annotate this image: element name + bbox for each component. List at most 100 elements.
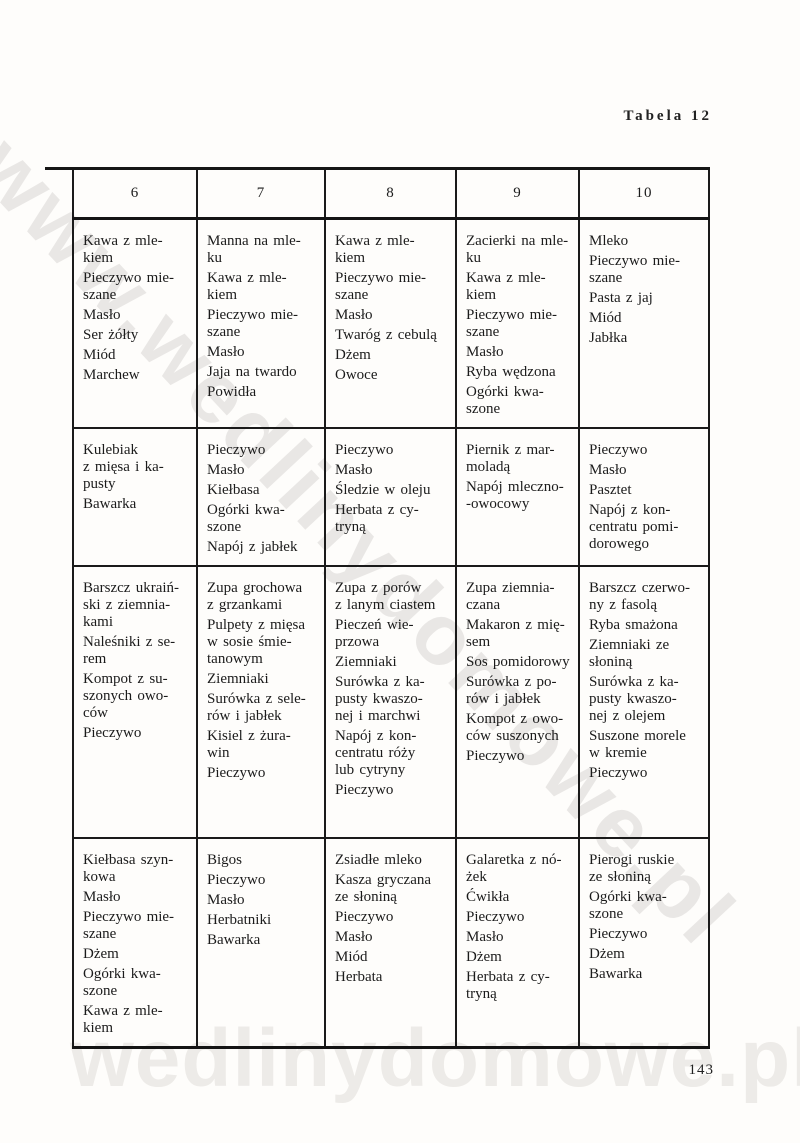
menu-item: Kiełbasa szyn- kowa bbox=[83, 852, 174, 885]
table-cell: Zupa grochowa z grzankami Pulpety z mięsa… bbox=[196, 565, 325, 838]
table-cell: Zupa z porów z lanym ciastem Pieczeń wie-… bbox=[324, 565, 456, 838]
menu-item: Jabłka bbox=[589, 330, 628, 346]
table-row: Kiełbasa szyn- kowa Masło Pieczywo mie- sz… bbox=[73, 837, 709, 1048]
menu-item: Herbatniki bbox=[207, 912, 272, 928]
table-cell: Pieczywo Masło Kiełbasa Ogórki kwa- szone Na… bbox=[196, 427, 325, 566]
menu-item: Napój z kon- centratu pomi- dorowego bbox=[589, 502, 679, 552]
menu-item: Masło bbox=[335, 307, 373, 323]
menu-item: Ogórki kwa- szone bbox=[83, 966, 161, 999]
menu-item: Zupa z porów z lanym ciastem bbox=[335, 580, 436, 613]
menu-item: Barszcz czerwo- ny z fasolą bbox=[589, 580, 691, 613]
menu-item: Herbata z cy- tryną bbox=[335, 502, 419, 535]
menu-item: Kisiel z żura- win bbox=[207, 728, 291, 761]
menu-item: Twaróg z cebulą bbox=[335, 327, 437, 343]
menu-item: Masło bbox=[589, 462, 627, 478]
menu-item: Pieczywo mie- szane bbox=[589, 253, 681, 286]
menu-item: Pieczywo bbox=[207, 765, 266, 781]
menu-item: Naleśniki z se- rem bbox=[83, 634, 176, 667]
menu-item: Pieczywo bbox=[589, 926, 648, 942]
table-header-row: 6 7 8 9 10 bbox=[73, 170, 709, 220]
menu-item: Dżem bbox=[466, 949, 502, 965]
menu-item: Surówka z po- rów i jabłek bbox=[466, 674, 557, 707]
menu-item: Napój mleczno- -owocowy bbox=[466, 479, 564, 512]
menu-item: Pieczywo bbox=[207, 442, 266, 458]
menu-item: Herbata bbox=[335, 969, 383, 985]
menu-item: Bigos bbox=[207, 852, 243, 868]
menu-item: Kawa z mle- kiem bbox=[335, 233, 415, 266]
table-header-row: 6 7 8 9 10 bbox=[73, 170, 709, 220]
table-cell: Bigos Pieczywo Masło Herbatniki Bawarka bbox=[196, 837, 325, 1048]
menu-item: Surówka z ka- pusty kwaszo- nej z olejem bbox=[589, 674, 679, 724]
table-cell: Kiełbasa szyn- kowa Masło Pieczywo mie- sz… bbox=[73, 837, 197, 1048]
menu-table: 6 7 8 9 10 Kawa z mle- kiem Pieczywo mie- sza… bbox=[72, 170, 710, 1049]
menu-item: Jaja na twardo bbox=[207, 364, 297, 380]
menu-item: Pieczywo bbox=[466, 909, 525, 925]
menu-item: Pierogi ruskie ze słoniną bbox=[589, 852, 675, 885]
menu-item: Masło bbox=[466, 929, 504, 945]
menu-item: Galaretka z nó- żek bbox=[466, 852, 562, 885]
menu-item: Surówka z ka- pusty kwaszo- nej i marchw… bbox=[335, 674, 425, 724]
menu-item: Manna na mle- ku bbox=[207, 233, 301, 266]
menu-item: Bawarka bbox=[83, 496, 137, 512]
menu-item: Pieczywo mie- szane bbox=[83, 270, 175, 303]
table-cell: Manna na mle- ku Kawa z mle- kiem Pieczywo… bbox=[196, 218, 325, 428]
menu-item: Herbata z cy- tryną bbox=[466, 969, 550, 1002]
menu-item: Ćwikła bbox=[466, 889, 510, 905]
menu-item: Ogórki kwa- szone bbox=[466, 384, 544, 417]
menu-item: Zsiadłe mleko bbox=[335, 852, 422, 868]
menu-item: Ziemniaki ze słoniną bbox=[589, 637, 670, 670]
menu-item: Pieczywo bbox=[589, 765, 648, 781]
table-top-rule bbox=[45, 167, 710, 170]
menu-item: Barszcz ukraiń- ski z ziemnia- kami bbox=[83, 580, 180, 630]
menu-item: Ziemniaki bbox=[335, 654, 397, 670]
menu-item: Ryba smażona bbox=[589, 617, 678, 633]
menu-item: Ziemniaki bbox=[207, 671, 269, 687]
table-cell: Zupa ziemnia- czana Makaron z mię- sem Sos… bbox=[455, 565, 579, 838]
menu-item: Pieczywo bbox=[335, 909, 394, 925]
menu-item: Miód bbox=[335, 949, 368, 965]
menu-item: Ogórki kwa- szone bbox=[589, 889, 667, 922]
menu-item: Napój z jabłek bbox=[207, 539, 298, 555]
menu-item: Dżem bbox=[83, 946, 119, 962]
table-cell: Pierogi ruskie ze słoniną Ogórki kwa- szo… bbox=[578, 837, 709, 1048]
menu-item: Pieczywo bbox=[83, 725, 142, 741]
menu-item: Masło bbox=[83, 307, 121, 323]
menu-item: Ser żółty bbox=[83, 327, 139, 343]
menu-item: Bawarka bbox=[589, 966, 643, 982]
menu-item: Bawarka bbox=[207, 932, 261, 948]
menu-item: Masło bbox=[466, 344, 504, 360]
table-cell: Zacierki na mle- ku Kawa z mle- kiem Piecz… bbox=[455, 218, 579, 428]
menu-item: Pieczywo mie- szane bbox=[207, 307, 299, 340]
table-cell: Kulebiak z mięsa i ka- pusty Bawarka bbox=[73, 427, 197, 566]
menu-item: Miód bbox=[589, 310, 622, 326]
menu-item: Dżem bbox=[335, 347, 371, 363]
menu-item: Sos pomidorowy bbox=[466, 654, 570, 670]
menu-item: Kasza gryczana ze słoniną bbox=[335, 872, 432, 905]
menu-item: Kompot z owo- ców suszonych bbox=[466, 711, 564, 744]
menu-item: Masło bbox=[335, 462, 373, 478]
page-number: 143 bbox=[688, 1062, 714, 1078]
menu-item: Kawa z mle- kiem bbox=[83, 1003, 163, 1036]
menu-item: Dżem bbox=[589, 946, 625, 962]
table-cell: Kawa z mle- kiem Pieczywo mie- szane Masło… bbox=[324, 218, 456, 428]
menu-item: Pieczywo mie- szane bbox=[83, 909, 175, 942]
menu-item: Pasta z jaj bbox=[589, 290, 653, 306]
menu-item: Kawa z mle- kiem bbox=[83, 233, 163, 266]
menu-item: Makaron z mię- sem bbox=[466, 617, 565, 650]
column-header: 7 bbox=[196, 170, 325, 220]
menu-item: Kiełbasa bbox=[207, 482, 260, 498]
menu-item: Kawa z mle- kiem bbox=[466, 270, 546, 303]
table-cell: Barszcz ukraiń- ski z ziemnia- kami Naleś… bbox=[73, 565, 197, 838]
menu-item: Masło bbox=[207, 892, 245, 908]
menu-item: Surówka z sele- rów i jabłek bbox=[207, 691, 306, 724]
menu-item: Suszone morele w kremie bbox=[589, 728, 686, 761]
menu-item: Napój z kon- centratu róży lub cytryny bbox=[335, 728, 417, 778]
menu-item: Pieczywo mie- szane bbox=[335, 270, 427, 303]
menu-table-grid: 6 7 8 9 10 Kawa z mle- kiem Pieczywo mie- sza… bbox=[72, 170, 710, 1049]
menu-item: Kawa z mle- kiem bbox=[207, 270, 287, 303]
table-cell: Barszcz czerwo- ny z fasolą Ryba smażona Z… bbox=[578, 565, 709, 838]
menu-item: Masło bbox=[207, 344, 245, 360]
column-header: 6 bbox=[73, 170, 197, 220]
menu-item: Pieczywo bbox=[335, 442, 394, 458]
